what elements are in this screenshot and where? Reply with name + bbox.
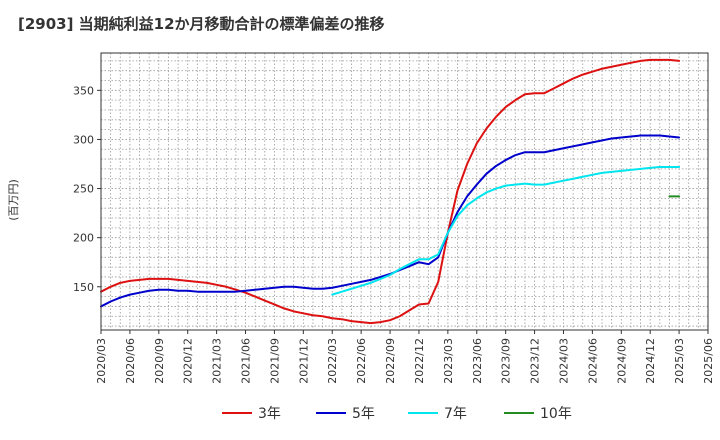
x-tick-label: 2024/03 [557, 338, 570, 384]
series-lines [100, 58, 681, 325]
grid-lines [101, 53, 708, 330]
x-tick-label: 2022/03 [326, 338, 339, 384]
y-tick-label: 350 [73, 84, 94, 97]
x-tick-label: 2025/03 [673, 338, 686, 384]
x-tick-label: 2022/06 [355, 338, 368, 384]
legend-label: 5年 [352, 406, 375, 422]
x-tick-label: 2023/09 [500, 338, 513, 384]
x-tick-label: 2022/09 [384, 338, 397, 384]
legend-label: 10年 [540, 406, 572, 422]
x-tick-label: 2022/12 [413, 338, 426, 384]
series-line-7年 [331, 165, 681, 296]
series-line-3年 [100, 58, 681, 325]
y-axis-label: (百万円) [7, 179, 20, 221]
x-tick-label: 2020/03 [95, 338, 108, 384]
y-tick-label: 250 [73, 183, 94, 196]
chart-title: [2903] 当期純利益12か月移動合計の標準偏差の推移 [18, 15, 385, 33]
y-axis: 150 200 250 300 350 [73, 84, 101, 294]
legend: 3年 5年 7年 10年 [222, 406, 572, 422]
x-tick-label: 2021/12 [297, 338, 310, 384]
x-tick-label: 2024/12 [644, 338, 657, 384]
x-tick-label: 2021/09 [268, 338, 281, 384]
x-tick-label: 2023/12 [529, 338, 542, 384]
y-tick-label: 300 [73, 133, 94, 146]
x-tick-label: 2024/06 [586, 338, 599, 384]
y-tick-label: 200 [73, 232, 94, 245]
plot-area [101, 53, 708, 330]
x-tick-label: 2020/09 [153, 338, 166, 384]
x-tick-label: 2025/06 [702, 338, 715, 384]
legend-label: 3年 [258, 406, 281, 422]
x-tick-label: 2023/06 [471, 338, 484, 384]
x-tick-label: 2020/12 [182, 338, 195, 384]
x-axis: 2020/03 2020/06 2020/09 2020/12 2021/03 2021/… [95, 330, 715, 384]
x-tick-label: 2020/06 [124, 338, 137, 384]
plot-frame [100, 52, 709, 331]
y-tick-label: 150 [73, 281, 94, 294]
x-tick-label: 2023/03 [442, 338, 455, 384]
x-tick-label: 2021/06 [240, 338, 253, 384]
x-tick-label: 2021/03 [211, 338, 224, 384]
legend-label: 7年 [444, 406, 467, 422]
x-tick-label: 2024/09 [615, 338, 628, 384]
